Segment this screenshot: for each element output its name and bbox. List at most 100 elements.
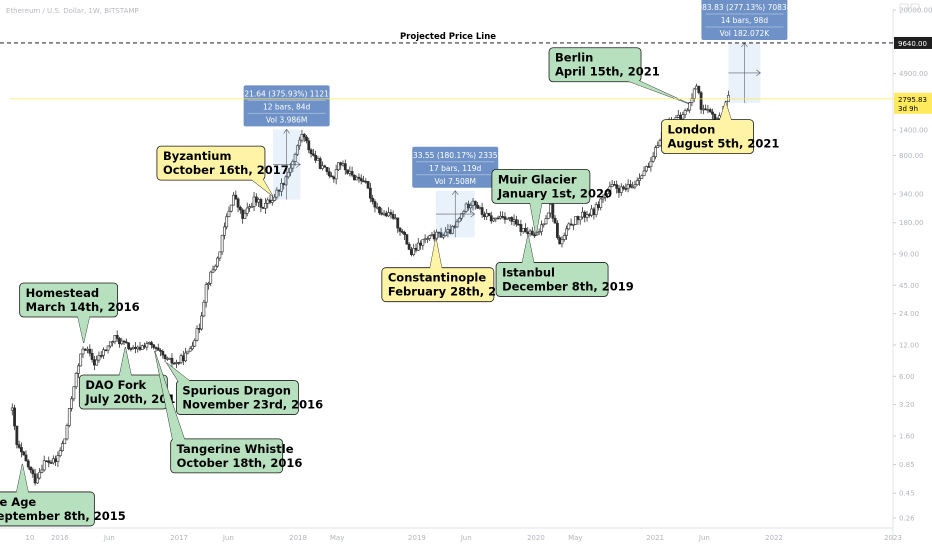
candle-body (140, 345, 144, 350)
arrow-right-icon (470, 210, 476, 218)
annotation-date: January 1st, 2020 (497, 186, 612, 200)
price-tick-label: 0.45 (899, 490, 915, 498)
candle-body (170, 357, 174, 364)
current-price-countdown: 3d 9h (898, 105, 918, 113)
toolbar-icon[interactable] (899, 3, 909, 11)
candle-body (106, 345, 110, 351)
candle-body (533, 234, 536, 237)
annotation-box (0, 491, 95, 527)
candle-body (603, 193, 607, 198)
measurement-m1[interactable]: 1121.64 (375.93%) 112164 12 bars, 84d Vol … (235, 85, 339, 200)
measurement-m2[interactable]: 233.55 (180.17%) 23355 17 bars, 119d Vol 7… (408, 146, 503, 238)
arrow-up-icon (452, 190, 459, 195)
annotation-pointer-fill (522, 234, 535, 264)
candle-body (202, 301, 206, 317)
candle-body (394, 217, 397, 220)
candle-body (485, 212, 489, 217)
candle-body (425, 238, 429, 240)
candle-body (261, 206, 265, 209)
candle-body (587, 214, 591, 216)
candle-body (245, 207, 249, 214)
price-tick-label: 3.20 (899, 401, 915, 409)
measurements-layer: 1121.64 (375.93%) 112164 12 bars, 84d Vol … (235, 0, 797, 238)
candle-body (325, 167, 329, 172)
candle-body (405, 234, 409, 245)
time-axis[interactable]: 10 2016 Jun 2017 Jun 2018 May 2019 Jun 2020 May 202… (0, 527, 902, 542)
candle-body (551, 203, 555, 219)
measurement-volume: Vol 7.508M (434, 177, 476, 186)
annotation-title: Byzantium (163, 149, 232, 163)
measurement-m3[interactable]: 7083.83 (277.13%) 708383 14 bars, 98d Vol … (693, 0, 797, 103)
candle-body (410, 249, 413, 255)
candle-body (150, 342, 153, 346)
candle-body (115, 335, 119, 339)
candle-body (537, 231, 541, 234)
candle-body (211, 269, 215, 273)
annotation-date: October 16th, 2017 (163, 163, 289, 177)
candle-body (20, 447, 23, 453)
measurement-bars: 14 bars, 98d (721, 16, 769, 25)
candle-body (619, 186, 623, 193)
candle-body (642, 170, 646, 177)
candle-body (558, 237, 562, 245)
candle-body (67, 408, 71, 426)
price-axis[interactable]: 20000.00 4900.00 1400.00 800.00 340.00 180.00… (892, 7, 932, 541)
candle-body (686, 109, 689, 112)
candle-body (45, 460, 48, 463)
candle-body (35, 477, 39, 484)
candle-body (316, 158, 320, 161)
candle-body (13, 407, 16, 427)
annotation-date: December 8th, 2019 (502, 279, 634, 293)
measurement-change: 7083.83 (277.13%) 708383 (693, 3, 797, 12)
annotation-pointer-fill (119, 346, 132, 376)
price-tick-label: 45.00 (899, 282, 919, 290)
annotation-pointer-fill (429, 237, 442, 269)
candle-body (143, 345, 146, 348)
candle-body (38, 471, 42, 479)
toolbar-icon[interactable] (910, 3, 920, 11)
price-tick-label: 800.00 (899, 152, 924, 160)
annotation-date: April 15th, 2021 (555, 65, 660, 79)
candle-body (444, 231, 448, 236)
candle-body (74, 373, 78, 388)
candle-body (197, 328, 201, 330)
chart-toolbar[interactable] (899, 3, 920, 11)
price-tick-label: 90.00 (899, 250, 919, 258)
measurement-change: 233.55 (180.17%) 23355 (408, 151, 502, 160)
time-tick-label: Jun (698, 534, 710, 542)
candle-body (389, 212, 393, 215)
candle-body (391, 214, 395, 219)
candle-body (77, 365, 80, 374)
candle-body (346, 169, 349, 174)
candle-body (640, 175, 644, 179)
candle-body (487, 212, 491, 217)
candle-body (690, 98, 694, 103)
candle-body (195, 328, 199, 341)
candle-body (165, 358, 169, 360)
candle-body (432, 234, 436, 240)
candle-body (207, 282, 210, 285)
measurement-bars: 17 bars, 119d (429, 164, 481, 173)
candle-body (264, 203, 267, 209)
candle-body (701, 108, 705, 111)
candle-body (318, 158, 322, 169)
candle-body (528, 230, 532, 235)
annotation-title: Ice Age (0, 495, 36, 509)
candle-body (241, 209, 245, 219)
candle-body (441, 235, 445, 238)
candle-body (26, 460, 30, 468)
candle-body (476, 204, 479, 209)
